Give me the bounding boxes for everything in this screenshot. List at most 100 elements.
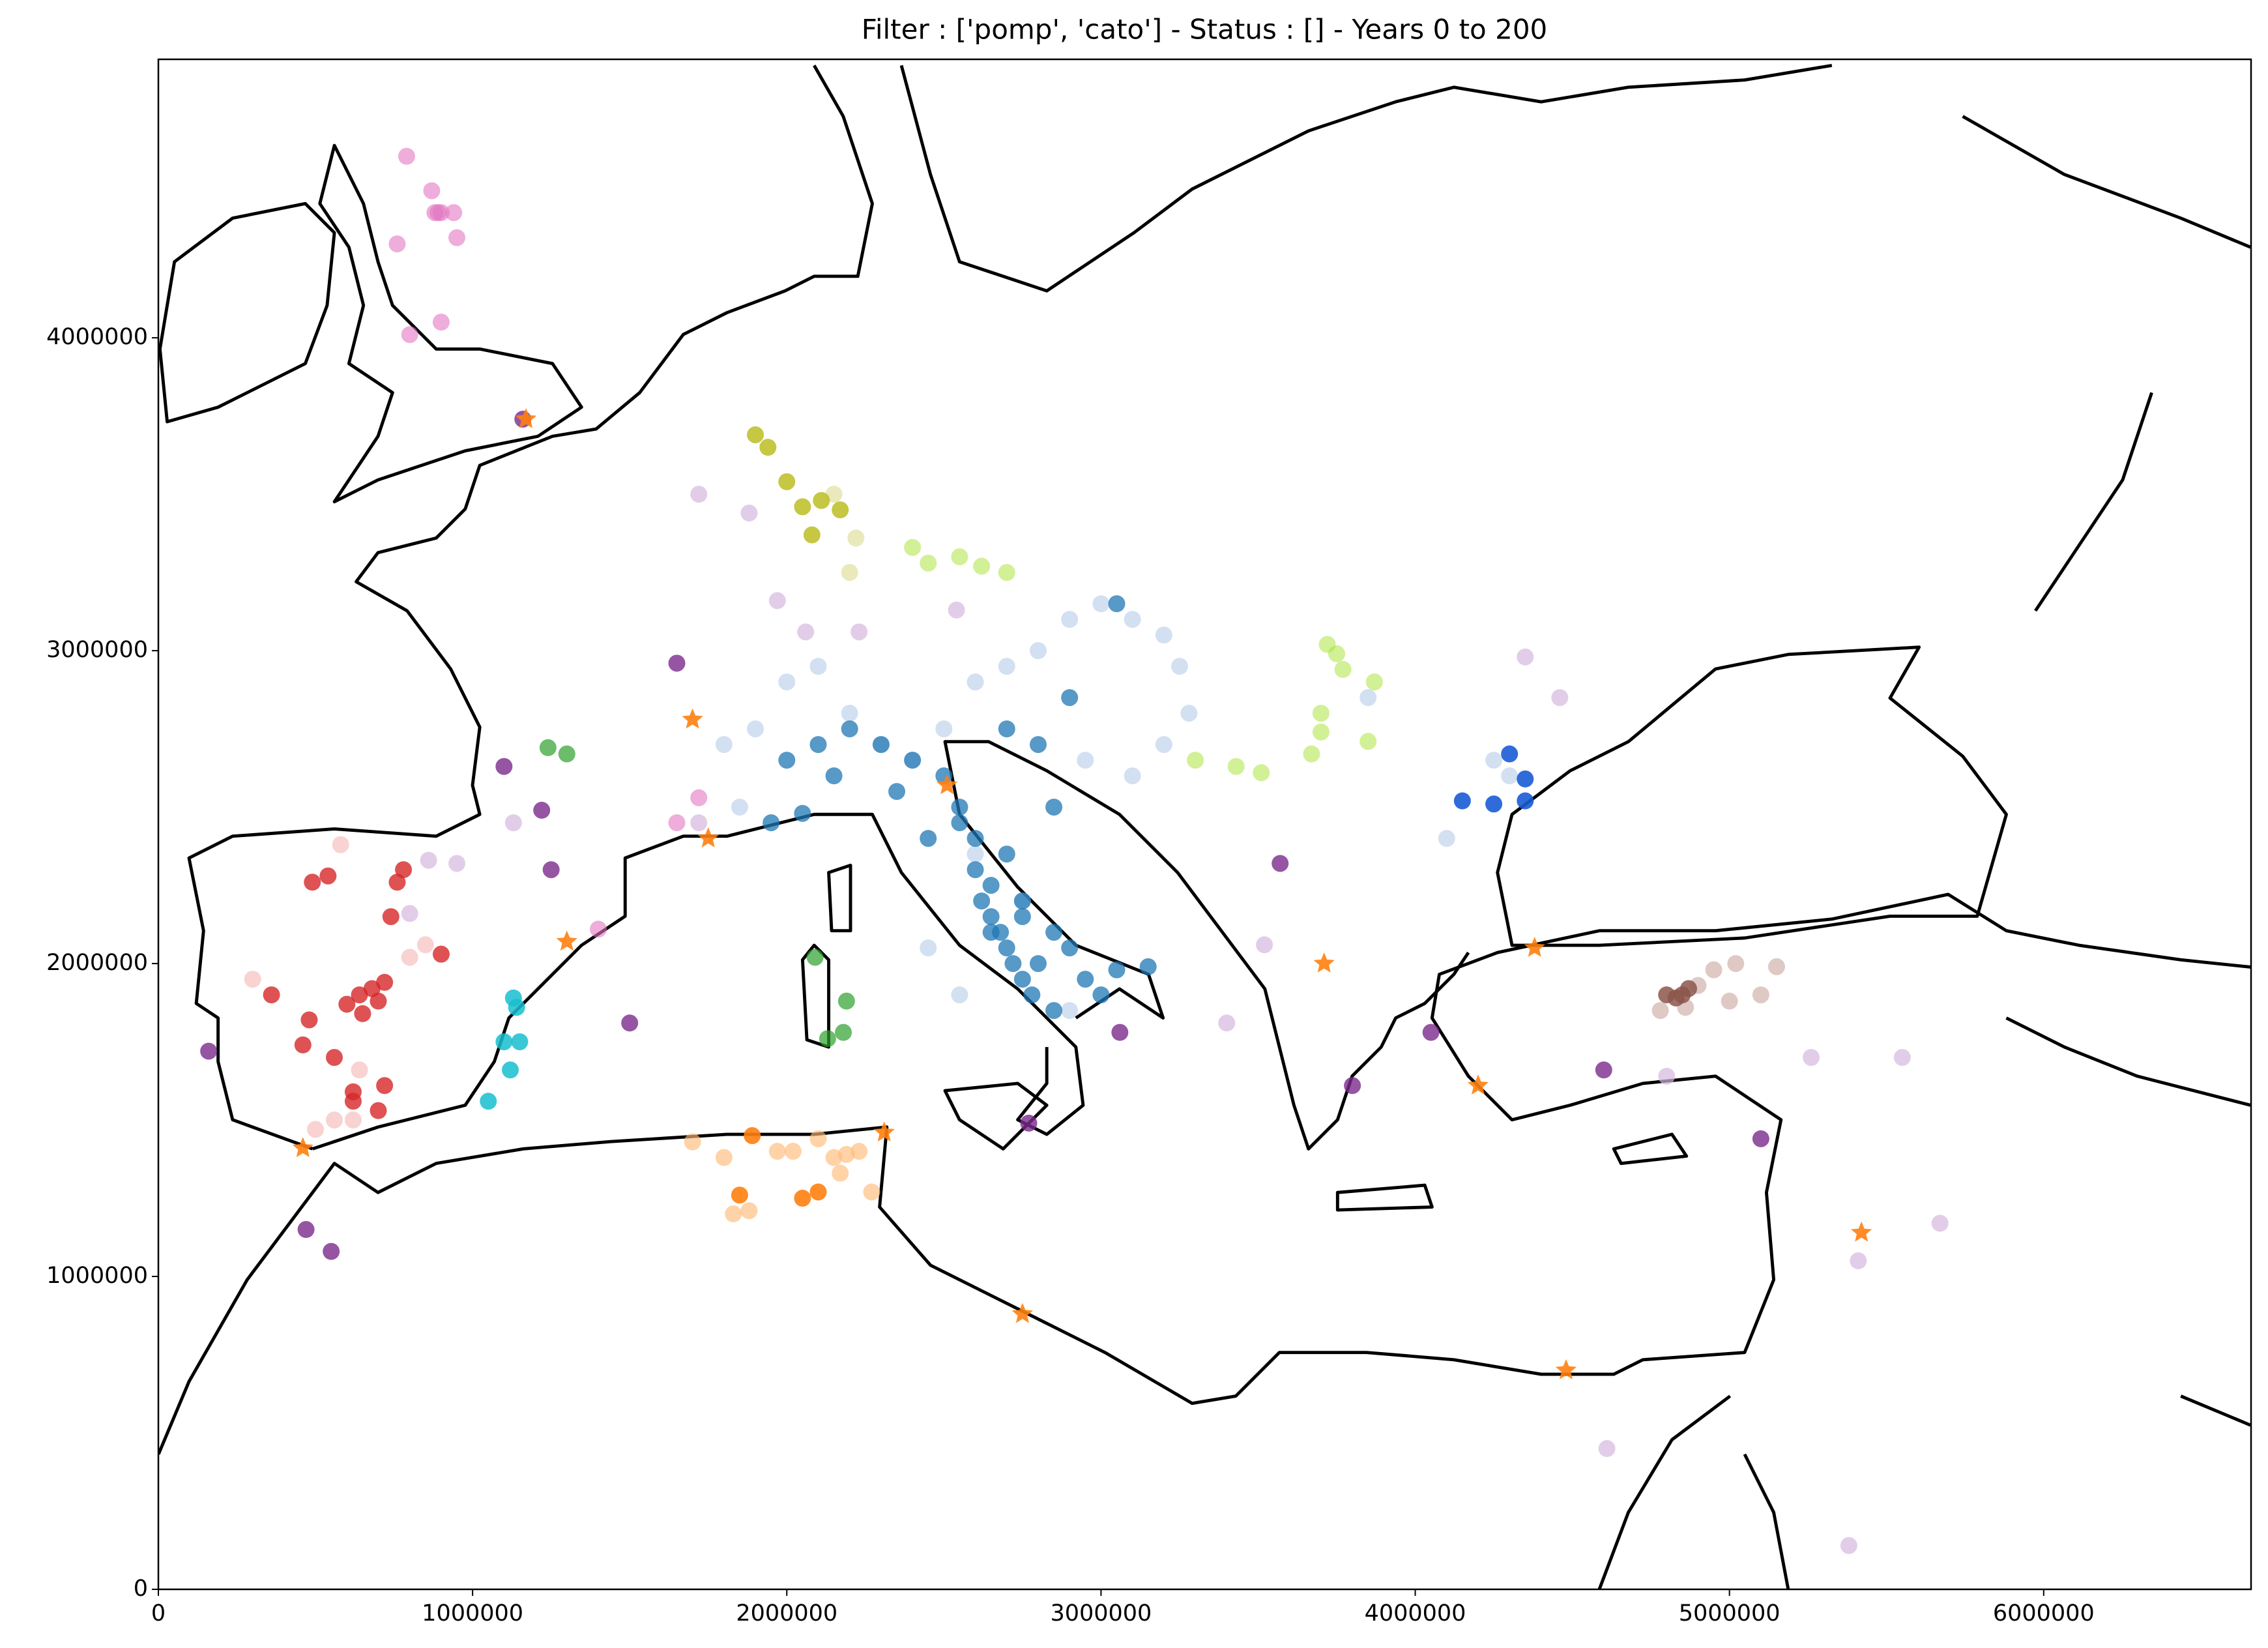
point	[1303, 745, 1320, 763]
point	[542, 861, 560, 879]
point	[344, 1093, 362, 1110]
point	[1312, 723, 1330, 741]
point	[432, 204, 450, 222]
point	[1893, 1049, 1911, 1067]
point	[297, 1221, 315, 1239]
point	[1004, 955, 1022, 973]
point	[1029, 642, 1047, 660]
point	[589, 920, 607, 938]
point	[850, 1143, 868, 1160]
point	[416, 936, 434, 954]
point	[319, 867, 337, 885]
point	[307, 1121, 325, 1138]
point	[825, 767, 843, 785]
point	[948, 601, 965, 619]
y-tick-label: 2000000	[46, 950, 148, 976]
point	[747, 720, 764, 738]
star-point	[292, 1137, 313, 1157]
point	[920, 830, 937, 847]
star-point	[1467, 1074, 1489, 1095]
point	[1438, 830, 1455, 847]
coastline	[187, 63, 1833, 1151]
point	[376, 973, 394, 991]
point	[508, 999, 525, 1016]
point	[539, 739, 557, 756]
point	[920, 554, 937, 572]
point	[420, 851, 437, 869]
chart-title: Filter : ['pomp', 'cato'] - Status : [] …	[862, 14, 1548, 46]
point	[480, 1093, 497, 1110]
point	[1020, 1114, 1038, 1132]
point	[388, 235, 406, 253]
x-tick-label: 3000000	[1050, 1600, 1152, 1626]
point	[690, 789, 708, 806]
point	[200, 1042, 218, 1060]
point	[998, 658, 1015, 675]
point	[740, 504, 758, 522]
point	[1077, 752, 1094, 769]
point	[1705, 961, 1723, 978]
point	[920, 939, 937, 957]
star-point	[937, 774, 958, 795]
point	[1344, 1077, 1361, 1095]
point	[1658, 1067, 1676, 1085]
point	[495, 1033, 513, 1051]
point	[1253, 764, 1270, 782]
point	[1023, 986, 1041, 1004]
coastline	[158, 201, 336, 424]
point	[1256, 936, 1273, 954]
point	[998, 846, 1015, 863]
point	[967, 830, 984, 847]
point	[1517, 792, 1534, 810]
point	[1061, 1002, 1079, 1020]
point	[1453, 792, 1471, 810]
point	[725, 1205, 742, 1223]
point	[448, 229, 466, 246]
point	[778, 473, 796, 490]
star-point	[1851, 1221, 1872, 1242]
point	[1155, 736, 1172, 754]
point	[1551, 689, 1569, 707]
point	[809, 736, 827, 754]
point	[1727, 955, 1745, 973]
point	[904, 538, 922, 556]
point	[1013, 892, 1031, 910]
point	[1752, 1130, 1769, 1147]
point	[432, 945, 450, 963]
point	[740, 1202, 758, 1220]
point	[982, 877, 1000, 894]
star-point	[1011, 1302, 1033, 1323]
star-point	[1313, 952, 1335, 973]
star-point	[1555, 1359, 1577, 1379]
point	[888, 783, 906, 801]
point	[1061, 611, 1079, 628]
point	[1767, 958, 1785, 975]
point	[768, 1143, 786, 1160]
point	[690, 814, 708, 832]
point	[872, 736, 890, 754]
point	[1359, 689, 1377, 707]
point	[731, 799, 748, 816]
coastline	[1597, 115, 2251, 1589]
point	[354, 1005, 371, 1022]
point	[1595, 1061, 1612, 1079]
point	[744, 1127, 761, 1145]
point	[973, 892, 991, 910]
point	[809, 1130, 827, 1147]
point	[1272, 855, 1289, 872]
point	[1218, 1014, 1236, 1032]
x-tick-label: 4000000	[1365, 1600, 1466, 1626]
point	[1092, 986, 1110, 1004]
point	[1803, 1049, 1820, 1067]
point	[445, 204, 463, 222]
point	[401, 949, 418, 966]
point	[1045, 1002, 1063, 1020]
coastline	[318, 143, 583, 504]
point	[1227, 758, 1245, 775]
point	[1045, 924, 1063, 941]
point	[1651, 1002, 1669, 1020]
point	[768, 592, 786, 610]
point	[533, 801, 551, 819]
point	[668, 814, 686, 832]
point	[1124, 611, 1141, 628]
